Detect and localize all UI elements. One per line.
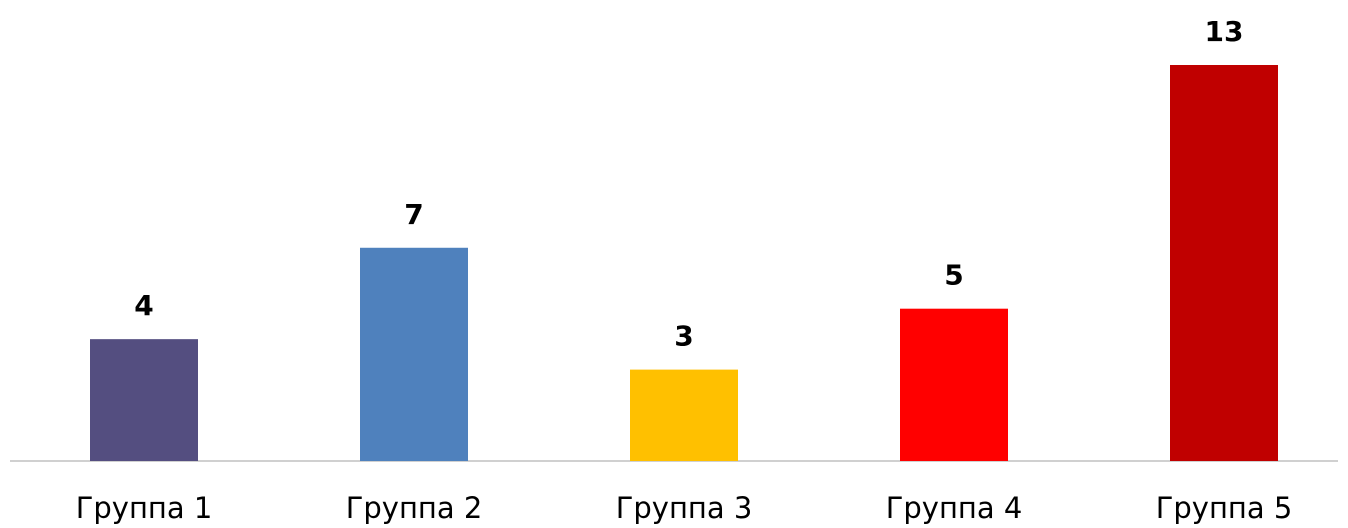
- value-label: 13: [1205, 15, 1244, 48]
- value-label: 4: [134, 289, 153, 322]
- value-label: 3: [674, 320, 693, 353]
- x-tick-label: Группа 4: [886, 491, 1023, 525]
- x-tick-label: Группа 2: [346, 491, 483, 525]
- bar: [900, 308, 1008, 461]
- x-tick-label: Группа 5: [1156, 491, 1293, 525]
- bar: [90, 339, 198, 461]
- x-tick-label: Группа 3: [616, 491, 753, 525]
- bar: [630, 369, 738, 461]
- value-label: 7: [404, 198, 423, 231]
- bar: [1170, 65, 1278, 461]
- value-label: 5: [944, 259, 963, 292]
- x-tick-label: Группа 1: [76, 491, 213, 525]
- bar: [360, 247, 468, 461]
